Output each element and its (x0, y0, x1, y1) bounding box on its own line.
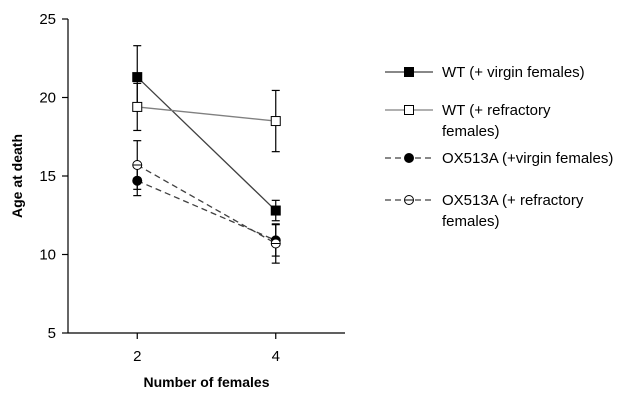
legend-swatch-marker (404, 67, 414, 77)
legend-item-4: OX513A (+ refractory females) (385, 192, 584, 230)
y-tick-label-10: 10 (39, 247, 56, 264)
series-2-point-2 (270, 116, 281, 127)
legend-swatch-marker (404, 153, 414, 163)
series (132, 45, 281, 264)
legend-item-1: WT (+ virgin females) (385, 64, 585, 81)
legend-label-3: OX513A (+virgin females) (442, 150, 613, 167)
legend: WT (+ virgin females) WT (+ refractory fem… (385, 64, 613, 230)
x-tick-label-2: 2 (133, 348, 141, 365)
series-2-line (137, 106, 276, 122)
series-4 (132, 140, 281, 264)
axes (67, 19, 345, 334)
ticks: 5 10 15 20 25 2 4 (39, 11, 280, 365)
series-4-line (136, 164, 277, 245)
series-1-point-2 (270, 205, 281, 216)
x-tick-label-4: 4 (272, 348, 280, 365)
y-tick-label-20: 20 (39, 90, 56, 107)
legend-label-2: WT (+ refractory females) (442, 102, 551, 140)
legend-item-2: WT (+ refractory females) (385, 102, 551, 140)
series-3 (132, 165, 281, 257)
x-axis-title: Number of females (143, 374, 269, 390)
legend-swatch-marker (404, 105, 414, 115)
legend-item-3: OX513A (+virgin females) (385, 150, 613, 167)
y-tick-label-25: 25 (39, 11, 56, 28)
legend-label-1: WT (+ virgin females) (442, 64, 585, 81)
series-2 (132, 82, 281, 153)
series-2-point-1 (132, 101, 143, 112)
series-1-line (136, 76, 277, 212)
y-axis-title: Age at death (9, 134, 25, 218)
y-tick-label-15: 15 (39, 168, 56, 185)
series-1-point-1 (132, 72, 143, 83)
legend-label-4: OX513A (+ refractory females) (442, 192, 584, 230)
y-tick-label-5: 5 (48, 325, 56, 342)
series-1 (132, 45, 281, 222)
